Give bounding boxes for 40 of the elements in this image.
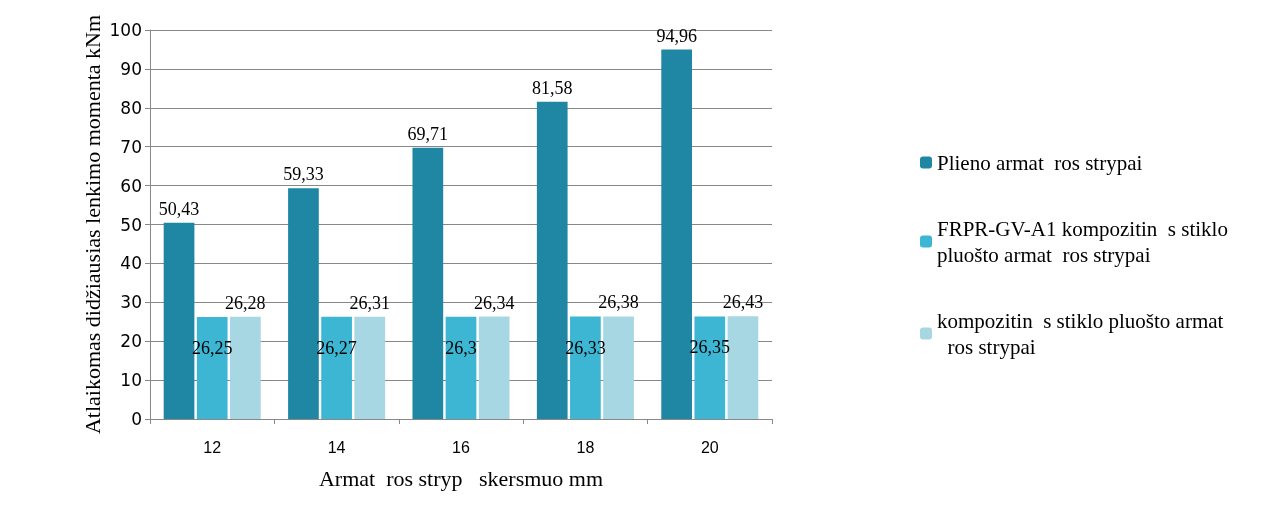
bar xyxy=(445,316,477,419)
data-label: 26,31 xyxy=(349,292,391,313)
y-tick-label: 30 xyxy=(120,292,142,313)
data-label: 26,43 xyxy=(722,292,764,313)
data-label: 69,71 xyxy=(407,123,449,144)
data-label: 50,43 xyxy=(158,198,200,219)
y-tick-label: 20 xyxy=(120,331,142,352)
data-label: 81,58 xyxy=(531,77,573,98)
y-tick-label: 40 xyxy=(120,253,142,274)
y-tick-label: 70 xyxy=(120,136,142,157)
x-axis-title: Armat ros stryp skersmuo mm xyxy=(318,465,604,491)
y-tick-label: 80 xyxy=(120,97,142,118)
y-axis-title: Atlaikomas didžiausias lenkimo momenta kNm xyxy=(79,14,105,435)
legend-label: Plieno armat ros strypai xyxy=(937,150,1143,175)
bar xyxy=(478,316,510,419)
bar xyxy=(230,316,261,419)
bar xyxy=(412,147,444,419)
bar xyxy=(661,49,692,419)
y-tick-label: 0 xyxy=(131,409,142,429)
data-label: 26,38 xyxy=(598,292,639,313)
y-tick-label: 100 xyxy=(109,20,142,40)
x-tick-label: 14 xyxy=(327,438,346,456)
y-tick-label: 60 xyxy=(120,175,142,196)
x-tick-label: 16 xyxy=(452,438,470,456)
data-label: 94,96 xyxy=(656,25,697,46)
data-label: 26,28 xyxy=(225,292,266,313)
bar xyxy=(603,316,634,419)
data-label: 26,3 xyxy=(445,337,477,358)
legend-label: FRPR-GV-A1 kompozitin s stiklo pluošto armat ros strypai xyxy=(937,216,1234,267)
bar xyxy=(536,101,568,419)
bar xyxy=(288,188,319,419)
x-tick-label: 20 xyxy=(700,438,719,456)
y-tick-label: 10 xyxy=(120,370,142,391)
y-tick-label: 50 xyxy=(120,214,142,235)
legend-label: kompozitin s stiklo pluošto armat ros strypai xyxy=(937,308,1224,359)
x-tick-label: 18 xyxy=(576,438,595,456)
data-label: 59,33 xyxy=(283,164,324,185)
x-tick-label: 12 xyxy=(203,438,222,456)
y-tick-label: 90 xyxy=(120,58,142,79)
data-label: 26,34 xyxy=(473,292,515,313)
